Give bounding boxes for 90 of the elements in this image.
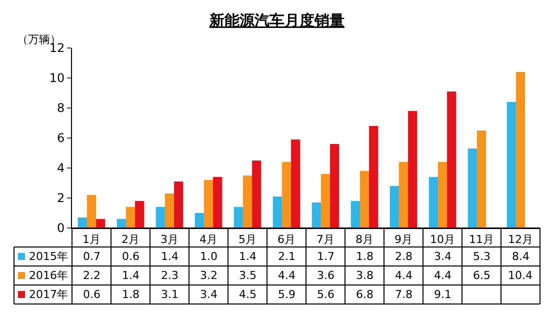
- data-label: 3.8: [356, 269, 374, 282]
- bar: [282, 162, 292, 228]
- x-tick-label: 10月: [430, 233, 455, 246]
- bar: [78, 218, 87, 228]
- data-label: 9.1: [434, 288, 452, 301]
- data-label: 4.5: [239, 288, 256, 301]
- data-label: 3.4: [434, 250, 452, 263]
- bar: [234, 207, 243, 228]
- bar: [213, 177, 222, 228]
- bar: [438, 162, 448, 228]
- data-label: 3.2: [200, 269, 218, 282]
- data-label: 5.6: [317, 288, 334, 301]
- y-tick-label: 4: [56, 161, 65, 176]
- bar: [476, 130, 486, 228]
- data-label: 6.8: [356, 288, 374, 301]
- bar: [360, 171, 370, 228]
- bar: [312, 202, 321, 228]
- data-label: 1.4: [161, 250, 178, 263]
- x-tick-label: 1月: [82, 233, 100, 246]
- bar: [390, 186, 399, 228]
- bar: [164, 194, 174, 228]
- bar: [86, 195, 96, 228]
- legend-label: 2016年: [29, 269, 68, 282]
- data-label: 4.4: [395, 269, 412, 282]
- x-tick-label: 5月: [238, 233, 256, 246]
- data-label: 3.6: [317, 269, 334, 282]
- data-label: 5.9: [278, 288, 296, 301]
- y-tick-label: 2: [56, 191, 65, 206]
- data-label: 4.4: [434, 269, 452, 282]
- x-tick-label: 3月: [160, 233, 178, 246]
- bar: [156, 207, 165, 228]
- bar: [135, 201, 144, 228]
- data-label: 4.4: [278, 269, 296, 282]
- x-tick-label: 11月: [469, 233, 494, 246]
- bar: [272, 196, 282, 228]
- data-label: 0.7: [83, 250, 100, 263]
- data-label: 2.2: [83, 269, 100, 282]
- bar: [252, 160, 262, 228]
- data-label: 1.8: [356, 250, 374, 263]
- bar: [116, 219, 126, 228]
- data-label: 1.8: [122, 288, 140, 301]
- data-label: 1.4: [122, 269, 140, 282]
- data-label: 2.3: [161, 269, 178, 282]
- bar: [506, 102, 516, 228]
- bar: [96, 219, 106, 228]
- y-tick-label: 0: [56, 221, 65, 236]
- data-label: 1.7: [317, 250, 334, 263]
- legend-label: 2015年: [29, 250, 68, 263]
- y-tick-label: 8: [56, 101, 65, 116]
- data-label: 3.1: [161, 288, 178, 301]
- bar: [428, 177, 438, 228]
- data-label: 2.8: [395, 250, 412, 263]
- x-tick-label: 8月: [356, 233, 374, 246]
- data-label: 10.4: [508, 269, 532, 282]
- data-label: 7.8: [395, 288, 412, 301]
- bar: [398, 162, 408, 228]
- data-label: 6.5: [473, 269, 490, 282]
- legend-label: 2017年: [29, 288, 68, 301]
- bar: [468, 148, 477, 228]
- x-tick-label: 2月: [122, 233, 140, 246]
- data-label: 0.6: [83, 288, 100, 301]
- bar: [330, 144, 340, 228]
- bar: [242, 176, 252, 228]
- data-label: 0.6: [122, 250, 140, 263]
- x-tick-label: 12月: [508, 233, 533, 246]
- data-label: 1.0: [200, 250, 218, 263]
- x-tick-label: 6月: [278, 233, 296, 246]
- bar: [516, 72, 526, 228]
- bar: [174, 182, 184, 228]
- bar: [369, 126, 378, 228]
- data-label: 3.5: [239, 269, 256, 282]
- bar: [291, 140, 300, 228]
- bar: [350, 201, 360, 228]
- bar: [408, 111, 418, 228]
- bar: [204, 180, 214, 228]
- x-tick-label: 7月: [316, 233, 334, 246]
- data-label: 3.4: [200, 288, 218, 301]
- bar: [194, 213, 204, 228]
- bar: [447, 92, 456, 228]
- data-label: 1.4: [239, 250, 256, 263]
- y-tick-label: 6: [56, 131, 65, 146]
- chart-title: 新能源汽车月度销量: [208, 11, 344, 30]
- x-tick-label: 9月: [394, 233, 412, 246]
- data-label: 2.1: [278, 250, 296, 263]
- bar: [126, 207, 136, 228]
- x-tick-label: 4月: [200, 233, 218, 246]
- data-label: 5.3: [473, 250, 490, 263]
- y-tick-label: 10: [49, 71, 65, 86]
- bar: [320, 174, 330, 228]
- data-label: 8.4: [512, 250, 530, 263]
